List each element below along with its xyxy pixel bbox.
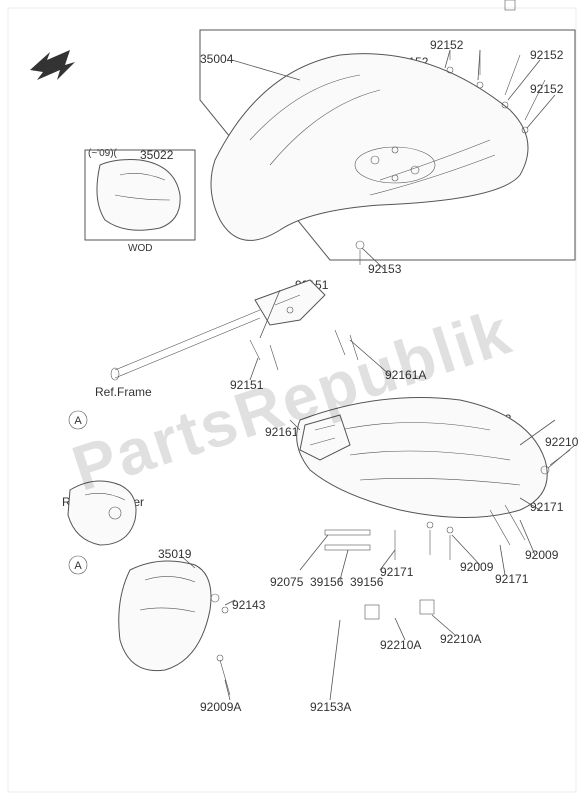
parts-diagram: A A — [0, 0, 584, 800]
orientation-arrow — [25, 40, 85, 95]
svg-text:A: A — [74, 560, 82, 572]
svg-text:A: A — [74, 415, 82, 427]
